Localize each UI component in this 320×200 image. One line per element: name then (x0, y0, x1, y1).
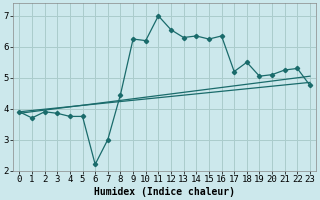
X-axis label: Humidex (Indice chaleur): Humidex (Indice chaleur) (94, 186, 235, 197)
